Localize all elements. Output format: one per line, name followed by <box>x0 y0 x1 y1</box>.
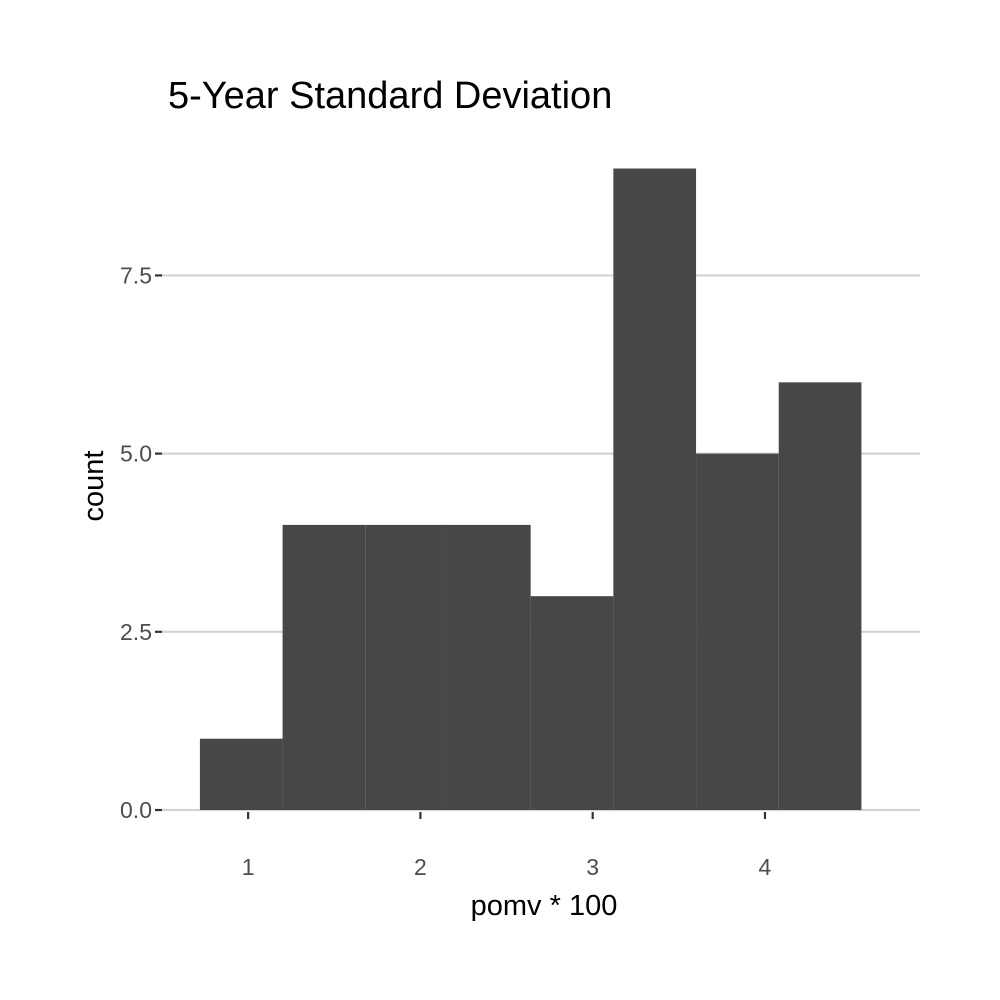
histogram-bar <box>530 596 614 810</box>
histogram-bar <box>365 524 448 810</box>
histogram-bar <box>778 382 862 810</box>
x-tick-label: 4 <box>759 854 772 880</box>
x-axis-title: pomv * 100 <box>471 890 618 922</box>
x-tick-label: 2 <box>414 854 427 880</box>
y-axis-title: count <box>78 451 110 522</box>
y-tick-label: 5.0 <box>120 441 152 467</box>
histogram-bar <box>447 524 531 810</box>
histogram-bar <box>282 524 366 810</box>
y-tick-label: 0.0 <box>120 797 152 823</box>
histogram-bar <box>199 738 283 810</box>
x-tick-label: 1 <box>242 854 255 880</box>
y-axis: 0.0 2.5 5.0 7.5 <box>120 262 162 823</box>
y-tick-label: 2.5 <box>120 619 152 645</box>
chart-title: 5-Year Standard Deviation <box>168 75 612 117</box>
histogram-bar <box>696 453 779 810</box>
histogram-bar <box>613 168 697 811</box>
x-axis: 1 2 3 4 <box>242 812 772 880</box>
bars <box>199 168 862 811</box>
x-tick-label: 3 <box>586 854 599 880</box>
y-tick-label: 7.5 <box>120 262 152 288</box>
